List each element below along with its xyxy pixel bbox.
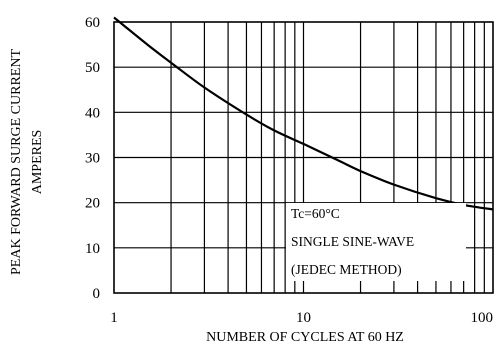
y-tick-label: 20 [85,196,100,212]
annotation-line-2: SINGLE SINE-WAVE [291,234,414,249]
annotation-line-3: (JEDEC METHOD) [291,262,402,277]
annotation-box [286,203,466,281]
x-tick-label: 100 [471,310,494,326]
y-axis-title-line-1: PEAK FORWARD SURGE CURRENT [9,49,24,275]
y-tick-label: 10 [85,241,100,257]
plot-frame [113,21,494,294]
x-tick-labels: 1 10 100 [110,310,493,326]
y-tick-label: 50 [85,60,100,76]
x-tick-label: 10 [296,310,311,326]
surge-current-curve [113,16,494,211]
y-tick-label: 40 [85,105,100,121]
y-tick-label: 30 [85,151,100,167]
y-tick-label: 0 [93,286,101,302]
annotation-line-1: Tc=60°C [291,206,340,221]
x-tick-label: 1 [110,310,118,326]
y-tick-label: 60 [85,15,100,31]
y-axis-title-line-2: AMPERES [30,130,45,195]
y-tick-labels: 0 10 20 30 40 50 60 [85,15,100,302]
x-axis-title: NUMBER OF CYCLES AT 60 HZ [206,330,404,345]
